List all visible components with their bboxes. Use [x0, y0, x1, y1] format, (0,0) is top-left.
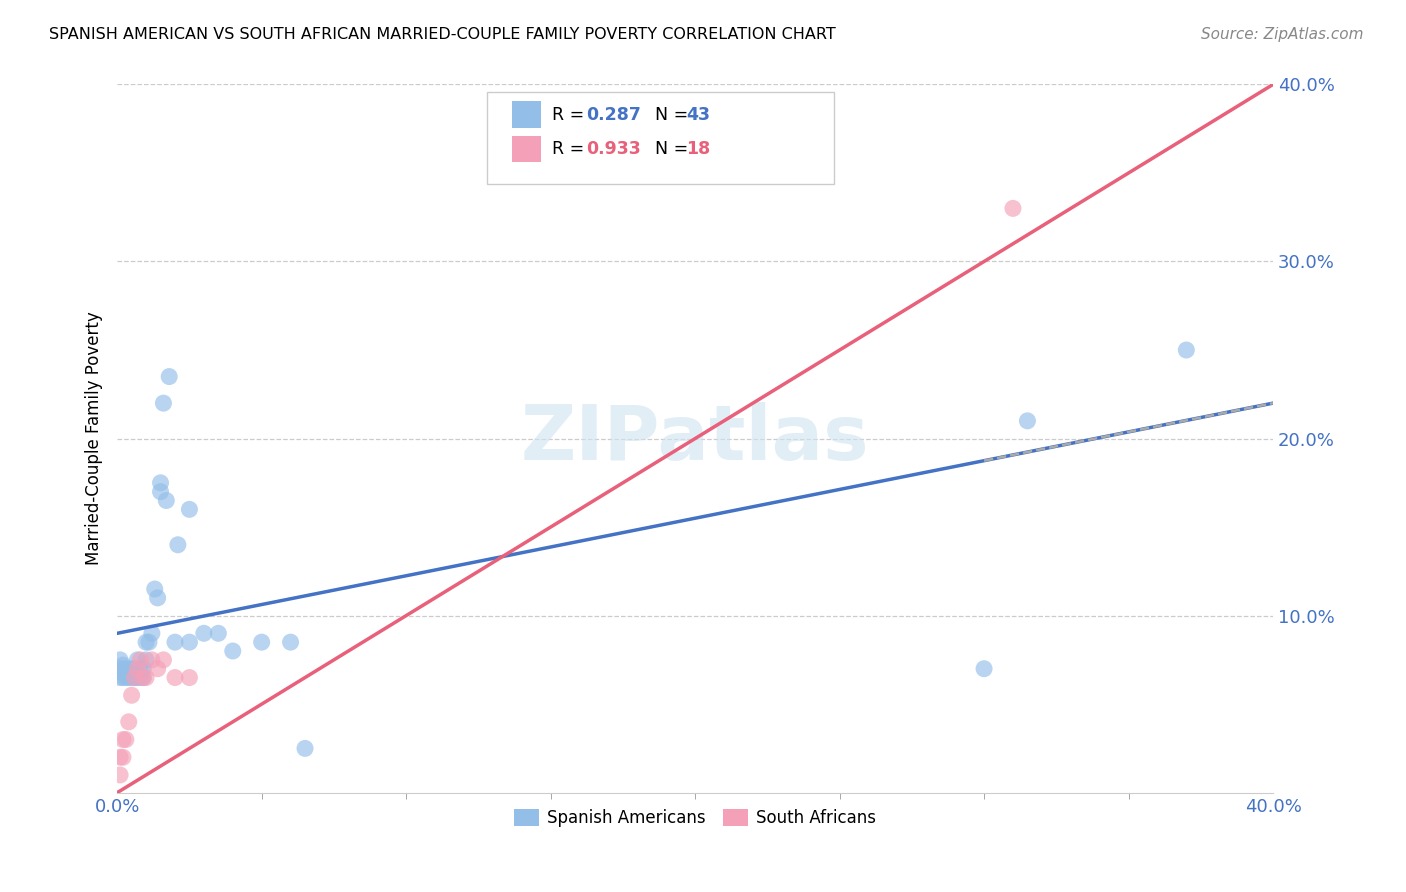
Point	[207, 626, 229, 640]
Text: R =: R =	[551, 106, 589, 124]
Point	[193, 626, 215, 640]
Point	[1175, 343, 1198, 357]
Text: N =: N =	[655, 106, 693, 124]
Point	[121, 662, 143, 676]
Point	[1001, 202, 1024, 216]
Point	[127, 653, 149, 667]
Text: N =: N =	[655, 140, 693, 158]
Point	[143, 582, 166, 596]
Point	[973, 662, 995, 676]
Point	[163, 671, 186, 685]
Point	[111, 658, 134, 673]
Point	[135, 653, 157, 667]
FancyBboxPatch shape	[486, 92, 834, 184]
Point	[111, 665, 134, 680]
Point	[118, 714, 141, 729]
Point	[129, 662, 152, 676]
Text: 18: 18	[686, 140, 710, 158]
Point	[179, 502, 201, 516]
Bar	[512, 136, 541, 162]
Point	[152, 653, 174, 667]
Point	[179, 635, 201, 649]
Text: SPANISH AMERICAN VS SOUTH AFRICAN MARRIED-COUPLE FAMILY POVERTY CORRELATION CHAR: SPANISH AMERICAN VS SOUTH AFRICAN MARRIE…	[49, 27, 837, 42]
Point	[1017, 414, 1039, 428]
Point	[108, 671, 131, 685]
Point	[127, 662, 149, 676]
Point	[108, 768, 131, 782]
Point	[135, 671, 157, 685]
Text: 0.933: 0.933	[586, 140, 641, 158]
Point	[146, 662, 169, 676]
Point	[124, 662, 146, 676]
Point	[129, 653, 152, 667]
Point	[157, 369, 180, 384]
Text: Source: ZipAtlas.com: Source: ZipAtlas.com	[1201, 27, 1364, 42]
Point	[121, 671, 143, 685]
Point	[115, 732, 138, 747]
Point	[127, 671, 149, 685]
Point	[146, 591, 169, 605]
Bar	[512, 102, 541, 128]
Point	[121, 688, 143, 702]
Text: ZIPatlas: ZIPatlas	[520, 401, 869, 475]
Point	[111, 671, 134, 685]
Point	[135, 635, 157, 649]
Point	[111, 732, 134, 747]
Point	[155, 493, 177, 508]
Point	[222, 644, 245, 658]
Y-axis label: Married-Couple Family Poverty: Married-Couple Family Poverty	[86, 311, 103, 566]
Point	[129, 671, 152, 685]
Point	[124, 671, 146, 685]
Point	[152, 396, 174, 410]
Point	[294, 741, 316, 756]
Point	[141, 626, 163, 640]
Text: 43: 43	[686, 106, 710, 124]
Legend: Spanish Americans, South Africans: Spanish Americans, South Africans	[508, 803, 883, 834]
Point	[138, 635, 160, 649]
Point	[124, 671, 146, 685]
Text: R =: R =	[551, 140, 589, 158]
Point	[163, 635, 186, 649]
Point	[108, 750, 131, 764]
Point	[115, 662, 138, 676]
Text: 0.287: 0.287	[586, 106, 641, 124]
Point	[111, 750, 134, 764]
Point	[132, 662, 155, 676]
Point	[250, 635, 273, 649]
Point	[149, 475, 172, 490]
Point	[108, 662, 131, 676]
Point	[179, 671, 201, 685]
Point	[280, 635, 302, 649]
Point	[132, 671, 155, 685]
Point	[141, 653, 163, 667]
Point	[118, 671, 141, 685]
Point	[108, 653, 131, 667]
Point	[149, 484, 172, 499]
Point	[167, 538, 190, 552]
Point	[132, 671, 155, 685]
Point	[115, 671, 138, 685]
